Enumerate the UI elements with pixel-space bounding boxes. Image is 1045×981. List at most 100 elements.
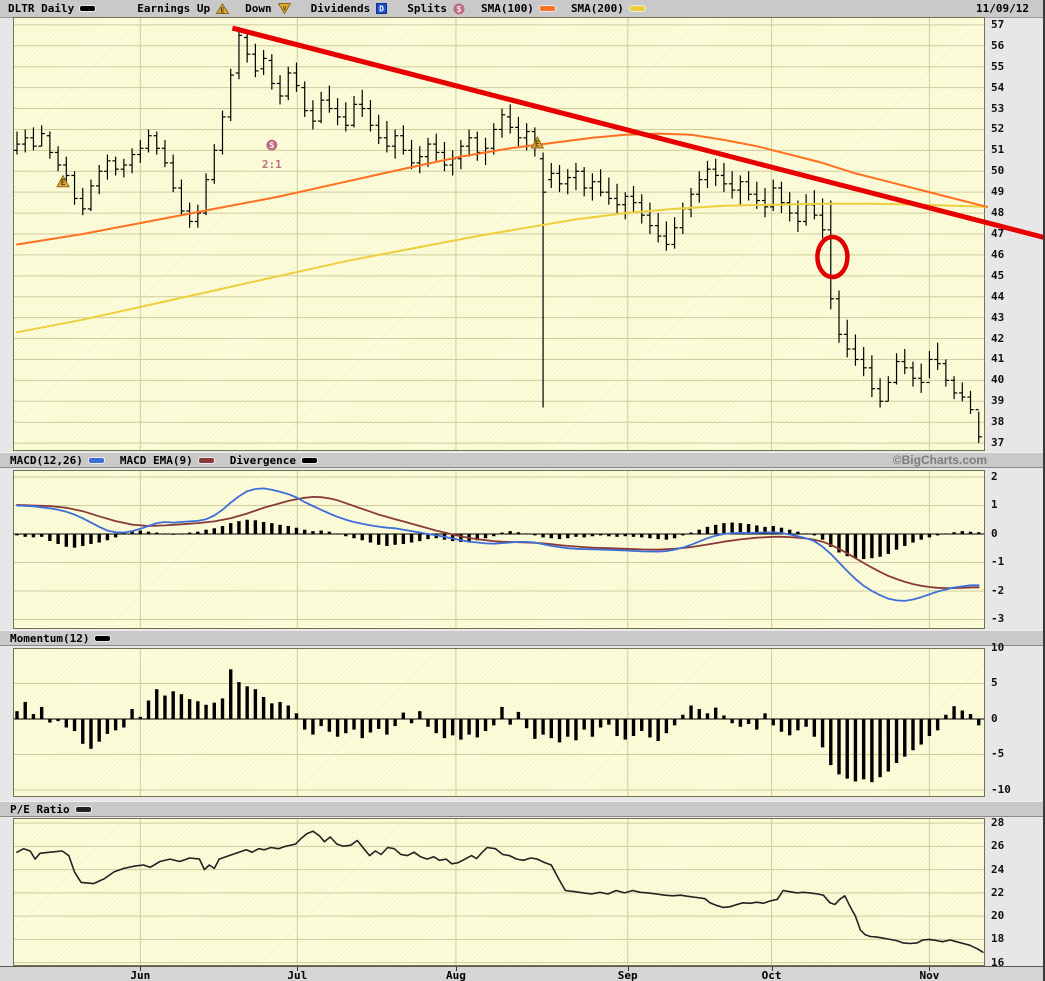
- y-axis-tick-label: 50: [991, 164, 1005, 178]
- month-tick-mark: [929, 967, 931, 971]
- y-axis-tick-label: 24: [991, 862, 1005, 876]
- pe-header-bar: P/E Ratio: [0, 801, 1043, 817]
- splits-label: Splits: [407, 2, 447, 15]
- y-axis-tick-label: 56: [991, 38, 1005, 52]
- y-axis-tick-label: 1: [991, 498, 998, 512]
- svg-text:E: E: [535, 140, 540, 149]
- y-axis-tick-label: 48: [991, 206, 1005, 220]
- momentum-header-bar: Momentum(12): [0, 630, 1043, 646]
- macd-axis: 2 1 0 -1 -2 -3: [984, 469, 1043, 628]
- y-axis-tick-label: 51: [991, 143, 1005, 157]
- y-axis-tick-label: -2: [991, 583, 1005, 597]
- sma100-label: SMA(100): [480, 2, 534, 15]
- month-axis: Jun Jul Aug Sep Oct Nov: [0, 966, 1043, 981]
- y-axis-tick-label: 47: [991, 227, 1005, 240]
- month-label: Aug: [446, 969, 466, 981]
- y-axis-tick-label: 16: [991, 955, 1005, 969]
- month-label: Sep: [617, 969, 638, 981]
- month-tick-mark: [297, 967, 299, 971]
- sma100-swatch: [539, 6, 555, 11]
- y-axis-tick-label: 45: [991, 268, 1005, 282]
- month-tick-mark: [771, 967, 773, 971]
- y-axis-tick-label: 46: [991, 247, 1005, 261]
- y-axis-tick-label: 41: [991, 352, 1005, 366]
- month-label: Oct: [761, 969, 782, 981]
- month-label: Nov: [919, 969, 940, 981]
- dividends-icon: D: [376, 3, 388, 14]
- sma200-label: SMA(200): [570, 2, 624, 15]
- svg-text:D: D: [379, 5, 384, 14]
- bigcharts-branding: ©BigCharts.com: [892, 453, 987, 467]
- y-axis-tick-label: 0: [991, 526, 998, 540]
- svg-text:V: V: [282, 6, 286, 13]
- splits-icon: S: [453, 3, 465, 15]
- daily-series-swatch: [80, 6, 96, 11]
- y-axis-tick-label: 20: [991, 909, 1005, 923]
- y-axis-tick-label: 52: [991, 122, 1005, 136]
- svg-text:E: E: [220, 7, 224, 15]
- earnings-up-label: Earnings Up: [137, 2, 211, 15]
- y-axis-tick-label: 49: [991, 185, 1005, 199]
- svg-text:2:1: 2:1: [262, 158, 282, 171]
- y-axis-tick-label: 18: [991, 932, 1005, 946]
- price-axis: 57 56 55 54 53 52 51 50 49 48 47 46 45 44 43 42 41 40 39 38…: [984, 18, 1043, 450]
- price-panel: E S 2:1 E: [13, 17, 1043, 451]
- y-axis-tick-label: 42: [991, 331, 1005, 345]
- momentum-title: Momentum(12): [10, 631, 90, 645]
- y-axis-tick-label: 37: [991, 436, 1005, 450]
- macd-ema-title: MACD EMA(9): [119, 453, 193, 467]
- pe-row: 28 26 24 22 20 18 16: [0, 816, 1043, 969]
- top-legend-bar: DLTR Daily Earnings Up E Down V Dividend…: [0, 0, 1043, 18]
- divergence-title: Divergence: [229, 453, 296, 467]
- month-tick-mark: [455, 967, 457, 971]
- y-axis-tick-label: 38: [991, 415, 1005, 429]
- macd-line-swatch: [88, 457, 104, 463]
- y-axis-tick-label: 39: [991, 394, 1005, 408]
- svg-text:S: S: [457, 5, 462, 14]
- y-axis-tick-label: 44: [991, 289, 1005, 303]
- month-tick-mark: [140, 967, 142, 971]
- price-row: E S 2:1 E 57 56 55 54 53 52 51 50 49 48 47 46 45 44 43 42 4…: [0, 17, 1043, 451]
- pe-panel: [13, 818, 985, 966]
- svg-text:S: S: [269, 141, 274, 150]
- month-label: Jul: [287, 969, 308, 981]
- y-axis-tick-label: -10: [991, 782, 1011, 796]
- y-axis-tick-label: 22: [991, 885, 1005, 899]
- pe-title: P/E Ratio: [10, 802, 70, 816]
- earnings-down-label: Down: [245, 2, 272, 15]
- macd-ema-swatch: [198, 457, 214, 463]
- pe-swatch: [75, 806, 91, 812]
- macd-panel: [13, 470, 985, 629]
- momentum-swatch: [95, 635, 111, 641]
- momentum-row: 10 5 0 -5 -10: [0, 641, 1043, 797]
- momentum-axis: 10 5 0 -5 -10: [984, 641, 1043, 796]
- momentum-panel: [13, 648, 985, 797]
- y-axis-tick-label: -3: [991, 612, 1005, 626]
- y-axis-tick-label: 57: [991, 17, 1005, 31]
- month-label: Jun: [130, 969, 151, 981]
- chart-date: 11/09/12: [976, 2, 1029, 15]
- y-axis-tick-label: 43: [991, 310, 1005, 324]
- y-axis-tick-label: 40: [991, 373, 1005, 387]
- y-axis-tick-label: 2: [991, 469, 998, 483]
- y-axis-tick-label: 28: [991, 816, 1005, 830]
- y-axis-tick-label: 26: [991, 839, 1005, 853]
- divergence-swatch: [301, 457, 317, 463]
- y-axis-tick-label: 10: [991, 641, 1005, 655]
- y-axis-tick-label: 55: [991, 59, 1005, 73]
- symbol-title: DLTR Daily: [8, 2, 75, 15]
- y-axis-tick-label: 0: [991, 711, 998, 725]
- y-axis-tick-label: 5: [991, 676, 998, 690]
- sma200-swatch: [629, 6, 645, 11]
- earnings-down-icon: V: [277, 3, 291, 14]
- pe-axis: 28 26 24 22 20 18 16: [984, 816, 1043, 969]
- dividends-label: Dividends: [310, 2, 371, 15]
- macd-header-bar: MACD(12,26) MACD EMA(9) Divergence ©BigC…: [0, 452, 1043, 468]
- macd-row: 2 1 0 -1 -2 -3: [0, 469, 1043, 629]
- month-tick-mark: [627, 967, 629, 971]
- earnings-up-icon: E: [216, 3, 230, 15]
- y-axis-tick-label: -5: [991, 747, 1005, 761]
- y-axis-tick-label: 54: [991, 80, 1005, 94]
- svg-text:E: E: [61, 178, 66, 187]
